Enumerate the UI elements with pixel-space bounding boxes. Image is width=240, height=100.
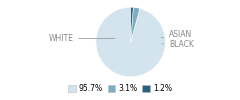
Wedge shape — [131, 7, 140, 42]
Legend: 95.7%, 3.1%, 1.2%: 95.7%, 3.1%, 1.2% — [65, 81, 175, 96]
Text: WHITE: WHITE — [48, 34, 115, 43]
Text: BLACK: BLACK — [162, 40, 194, 49]
Wedge shape — [131, 7, 133, 42]
Wedge shape — [96, 7, 165, 77]
Text: ASIAN: ASIAN — [161, 30, 192, 39]
